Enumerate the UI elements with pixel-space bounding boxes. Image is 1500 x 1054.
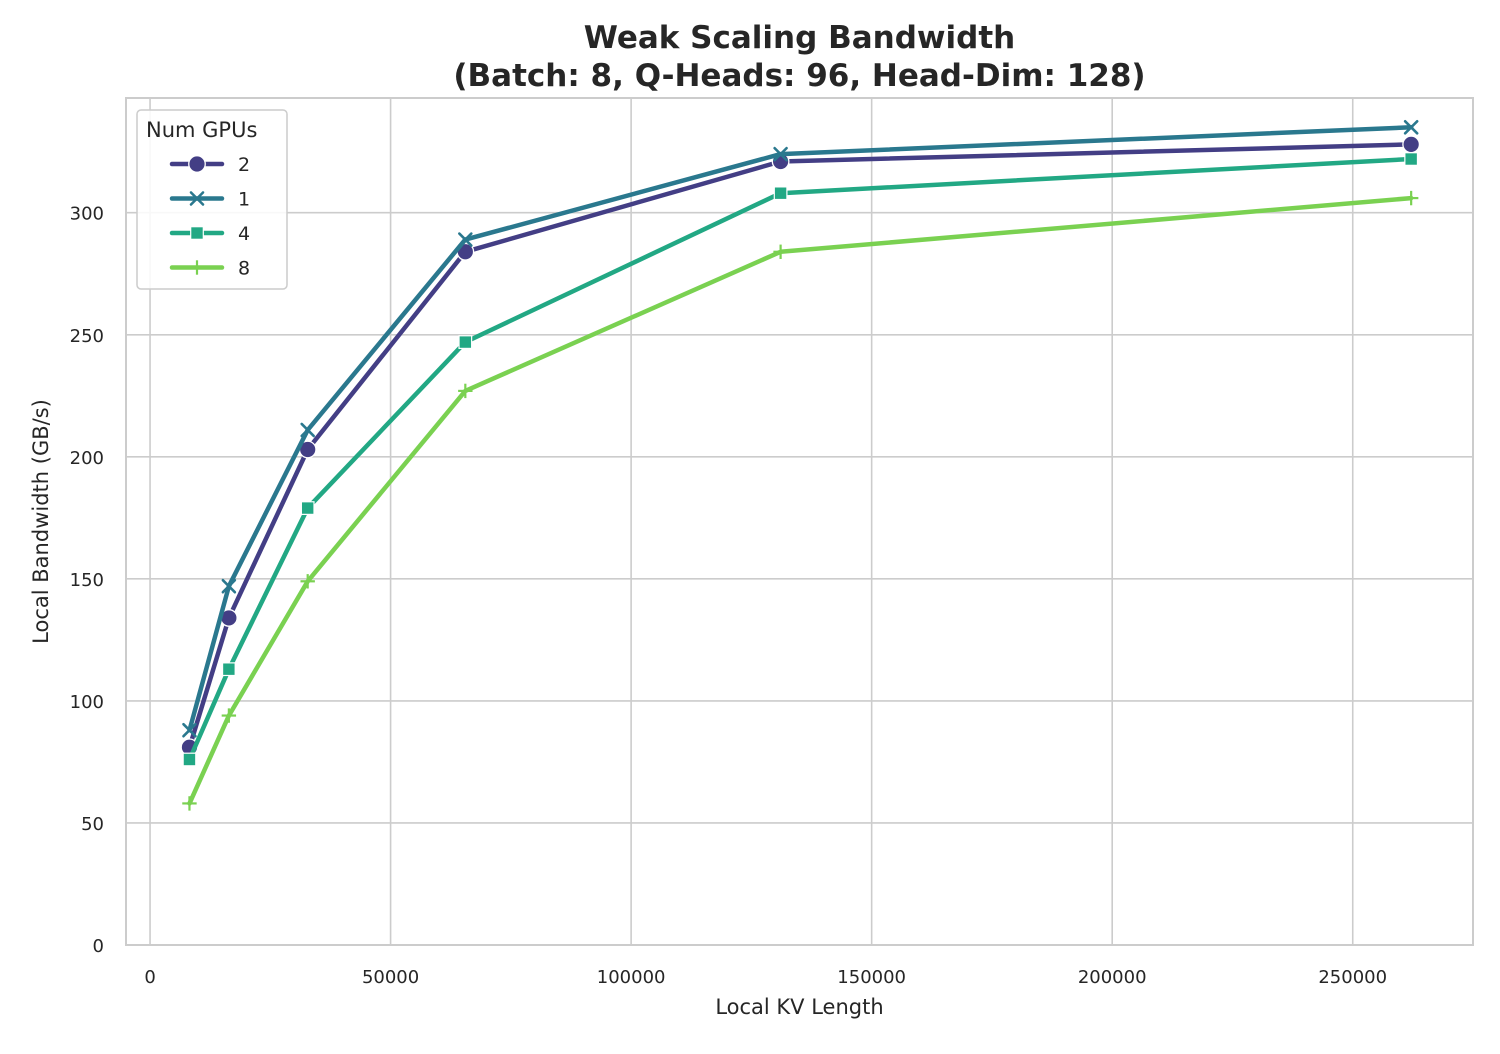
marker-circle <box>1402 135 1421 154</box>
legend-label: 1 <box>238 189 250 211</box>
marker-x <box>1403 119 1419 135</box>
series-group <box>180 119 1421 811</box>
series-4 <box>182 152 1419 767</box>
marker-circle <box>188 155 206 173</box>
data-point <box>221 578 237 594</box>
marker-x <box>221 578 237 594</box>
marker-square <box>1404 152 1419 166</box>
y-tick-label: 150 <box>70 570 104 591</box>
series-1 <box>182 119 1419 738</box>
marker-square <box>458 335 473 349</box>
chart-title: Weak Scaling Bandwidth <box>584 20 1016 56</box>
marker-square <box>773 186 788 201</box>
series-8 <box>182 190 1419 811</box>
data-point <box>773 244 788 259</box>
y-tick-label: 0 <box>93 936 104 957</box>
legend-item: 8 <box>169 258 250 280</box>
data-point <box>1403 119 1419 135</box>
y-tick-label: 300 <box>70 204 104 225</box>
data-point <box>221 708 237 723</box>
data-point <box>1403 190 1419 206</box>
data-point <box>773 146 788 162</box>
plot-frame <box>125 97 1474 946</box>
y-tick-label: 250 <box>70 326 104 347</box>
grid <box>126 98 1473 946</box>
data-point <box>458 383 473 399</box>
data-point <box>773 186 788 201</box>
data-point <box>300 422 315 438</box>
legend: Num GPUs 2 1 4 8 <box>136 109 288 290</box>
series-line <box>187 125 1414 733</box>
series-line <box>187 142 1414 750</box>
chart-subtitle: (Batch: 8, Q-Heads: 96, Head-Dim: 128) <box>453 58 1145 94</box>
x-axis-label: Local KV Length <box>715 995 883 1019</box>
marker-x <box>300 422 315 438</box>
marker-x <box>189 191 205 206</box>
x-tick-label: 50000 <box>362 967 419 988</box>
marker-square <box>221 662 236 677</box>
data-point <box>182 752 197 767</box>
x-tick-label: 200000 <box>1078 967 1147 988</box>
legend-label: 4 <box>238 223 250 245</box>
data-point <box>182 796 197 811</box>
marker-square <box>190 226 204 240</box>
data-point <box>300 574 315 589</box>
marker-x <box>182 722 197 738</box>
marker-x <box>458 232 473 247</box>
data-point <box>300 501 315 515</box>
x-tick-label: 0 <box>144 967 155 988</box>
series-2 <box>180 135 1421 757</box>
data-point <box>458 232 473 247</box>
legend-items: 2 1 4 8 <box>169 154 250 280</box>
data-point <box>182 722 197 738</box>
y-tick-label: 200 <box>70 448 104 469</box>
x-tick-label: 150000 <box>837 967 906 988</box>
data-point <box>1402 135 1421 154</box>
legend-item: 1 <box>169 189 250 211</box>
y-axis-label: Local Bandwidth (GB/s) <box>29 399 53 644</box>
y-tick-label: 50 <box>81 814 104 835</box>
legend-title: Num GPUs <box>146 118 257 142</box>
marker-square <box>300 501 315 515</box>
x-tick-label: 100000 <box>597 967 666 988</box>
legend-label: 2 <box>238 154 250 176</box>
y-tick-label: 100 <box>70 692 104 713</box>
legend-item: 4 <box>169 223 250 245</box>
series-line <box>187 156 1414 762</box>
legend-item: 2 <box>169 154 250 176</box>
marker-x <box>773 146 788 162</box>
data-point <box>458 335 473 349</box>
legend-label: 8 <box>238 258 250 280</box>
series-line <box>187 195 1414 806</box>
marker-square <box>182 752 197 767</box>
tick-labels: 0 50000 100000 150000 200000 250000 0 50 100 150 2… <box>70 204 1387 988</box>
x-tick-label: 250000 <box>1318 967 1387 988</box>
data-point <box>1404 152 1419 166</box>
data-point <box>221 662 236 677</box>
